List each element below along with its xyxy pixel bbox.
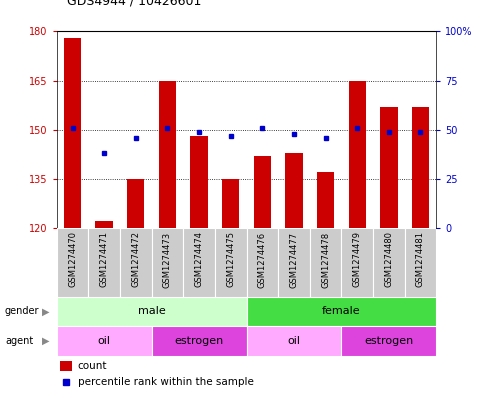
Bar — [412, 107, 429, 228]
Text: GSM1274470: GSM1274470 — [68, 231, 77, 287]
Text: GSM1274471: GSM1274471 — [100, 231, 108, 287]
Text: oil: oil — [287, 336, 300, 346]
Bar — [120, 228, 152, 297]
Bar — [341, 326, 436, 356]
Bar — [278, 228, 310, 297]
Bar — [88, 228, 120, 297]
Bar — [222, 179, 240, 228]
Text: estrogen: estrogen — [175, 336, 224, 346]
Bar — [341, 228, 373, 297]
Text: percentile rank within the sample: percentile rank within the sample — [77, 377, 253, 387]
Text: GDS4944 / 10426601: GDS4944 / 10426601 — [67, 0, 201, 8]
Text: male: male — [138, 307, 166, 316]
Text: gender: gender — [5, 307, 39, 316]
Bar — [57, 297, 246, 326]
Text: GSM1274480: GSM1274480 — [385, 231, 393, 287]
Bar — [57, 228, 88, 297]
Text: female: female — [322, 307, 361, 316]
Text: GSM1274481: GSM1274481 — [416, 231, 425, 287]
Bar — [57, 326, 152, 356]
Text: agent: agent — [5, 336, 33, 346]
Bar — [373, 228, 405, 297]
Bar — [159, 81, 176, 228]
Bar — [215, 228, 246, 297]
Bar — [285, 152, 303, 228]
Text: oil: oil — [98, 336, 110, 346]
Text: count: count — [77, 361, 107, 371]
Text: GSM1274473: GSM1274473 — [163, 231, 172, 288]
Bar — [246, 297, 436, 326]
Bar — [96, 221, 113, 228]
Text: GSM1274475: GSM1274475 — [226, 231, 235, 287]
Bar — [405, 228, 436, 297]
Text: GSM1274474: GSM1274474 — [195, 231, 204, 287]
Text: ▶: ▶ — [42, 307, 49, 316]
Text: GSM1274477: GSM1274477 — [289, 231, 298, 288]
Bar — [246, 326, 341, 356]
Text: estrogen: estrogen — [364, 336, 414, 346]
Bar — [152, 326, 246, 356]
Bar — [127, 179, 144, 228]
Bar — [246, 228, 278, 297]
Bar — [380, 107, 397, 228]
Bar — [317, 172, 334, 228]
Text: GSM1274478: GSM1274478 — [321, 231, 330, 288]
Bar — [64, 38, 81, 228]
Bar — [253, 156, 271, 228]
Bar — [61, 361, 72, 371]
Bar — [310, 228, 341, 297]
Bar — [183, 228, 215, 297]
Bar — [152, 228, 183, 297]
Bar — [190, 136, 208, 228]
Text: GSM1274472: GSM1274472 — [131, 231, 141, 287]
Text: GSM1274476: GSM1274476 — [258, 231, 267, 288]
Bar — [349, 81, 366, 228]
Text: GSM1274479: GSM1274479 — [352, 231, 362, 287]
Text: ▶: ▶ — [42, 336, 49, 346]
